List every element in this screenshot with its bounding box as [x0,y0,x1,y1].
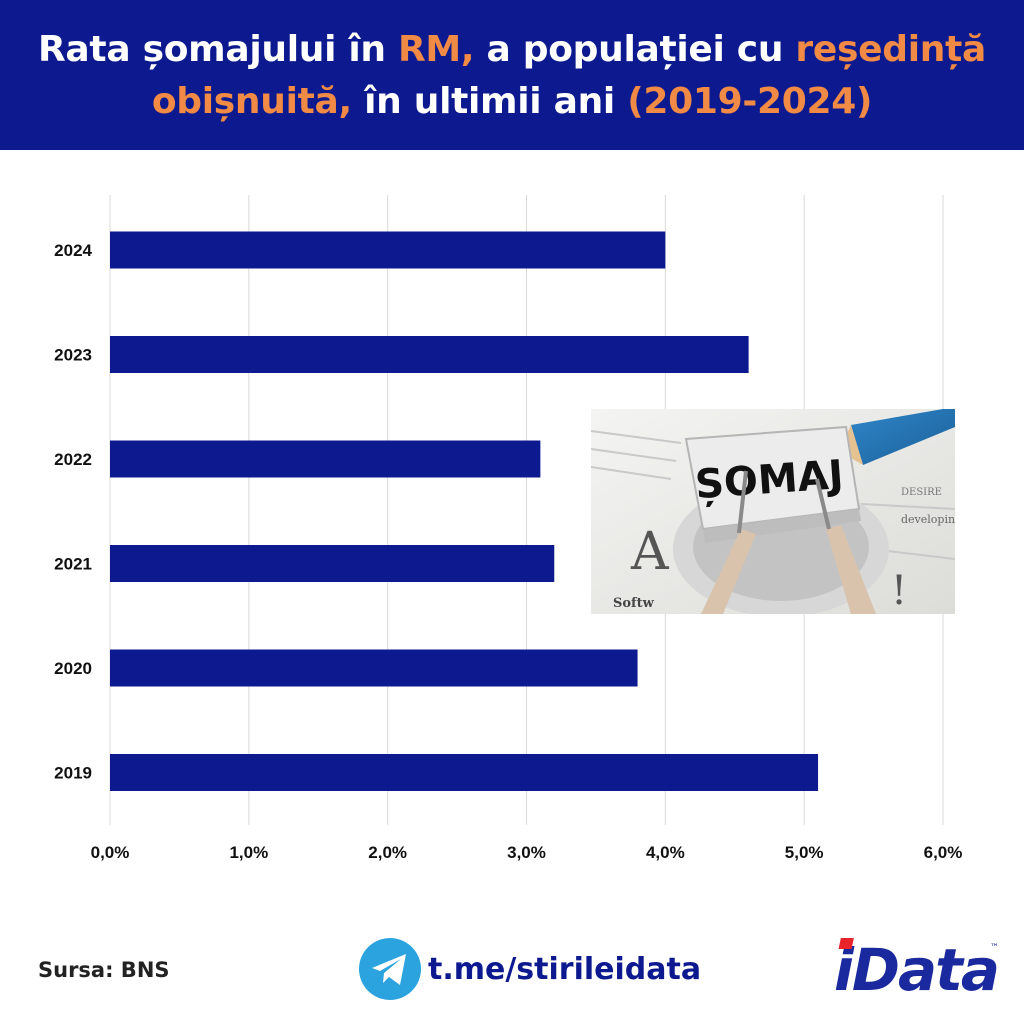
svg-text:A: A [630,522,670,582]
bar-2022 [110,440,541,478]
title-segment: (2019-2024) [627,81,873,122]
title-segment: în ultimii ani [351,81,628,122]
bar-2024 [110,231,666,269]
x-tick-label: 5,0% [785,843,824,862]
telegram-link-block[interactable]: t.me/stirileidata [358,937,701,1001]
logo-tm: ™ [990,943,999,953]
unemployment-photo: DESIRE developing Softw A ! ȘOMAJ [591,409,955,614]
y-category-label: 2021 [54,555,92,574]
telegram-icon [359,938,421,1000]
paper-word-softw: Softw [613,596,655,611]
idata-logo: iData ™ [834,936,1000,1000]
unemployment-bar-chart: 0,0% 1,0% 2,0% 3,0% 4,0% 5,0% 6,0% 2024 2023 2022… [54,195,963,862]
source-note: Sursa: BNS [38,958,170,982]
y-category-label: 2019 [54,764,92,783]
x-tick-label: 3,0% [507,843,546,862]
title-segment: a populației cu [474,29,796,70]
title-segment: reședință [795,29,986,70]
logo-text: iData [834,936,998,1000]
title-segment: obișnuită, [151,81,352,122]
title-line-2: obișnuită, în ultimii ani (2019-2024) [0,76,1024,128]
bar-2020 [110,649,638,687]
telegram-link[interactable]: t.me/stirileidata [428,951,702,987]
paper-word-desire: DESIRE [901,487,942,498]
header-banner: Rata șomajului în RM, a populației cu re… [0,0,1024,150]
bar-2021 [110,545,555,582]
x-tick-label: 1,0% [229,843,268,862]
title-segment: RM, [397,29,475,70]
y-category-label: 2020 [54,659,92,678]
paper-word-developing: developing [901,513,955,526]
x-tick-label: 0,0% [91,843,130,862]
y-category-label: 2024 [54,241,92,260]
title-segment: Rata șomajului în [38,29,398,70]
y-category-label: 2022 [54,450,92,469]
y-category-label: 2023 [54,346,92,365]
x-tick-label: 2,0% [368,843,407,862]
x-tick-label: 6,0% [924,843,963,862]
svg-text:!: ! [891,568,907,614]
bar-2019 [110,754,819,791]
bar-2023 [110,336,749,373]
title-line-1: Rata șomajului în RM, a populației cu re… [0,24,1024,76]
x-tick-label: 4,0% [646,843,685,862]
